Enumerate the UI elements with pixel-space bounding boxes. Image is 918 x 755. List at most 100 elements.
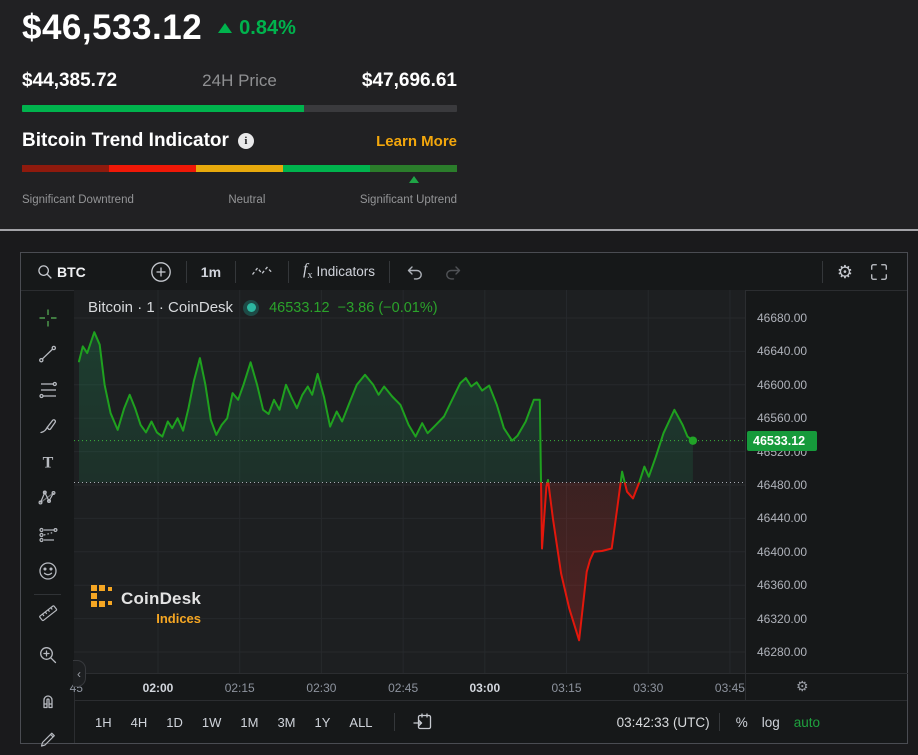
- current-price: $46,533.12: [22, 8, 203, 47]
- time-tick-label: 03:45: [714, 681, 745, 695]
- chart-top-toolbar: BTC 1m fx Indicators: [21, 253, 907, 291]
- chart-settings-button[interactable]: ⚙: [829, 257, 861, 287]
- time-tick-label: 02:30: [306, 681, 337, 695]
- trend-label-neutral: Neutral: [228, 194, 266, 206]
- fullscreen-button[interactable]: [861, 257, 897, 287]
- time-tick-label: 02:00: [142, 681, 174, 695]
- tool-text-icon[interactable]: T: [31, 445, 65, 479]
- last-price-tag: 46533.12: [747, 430, 817, 451]
- price-tick-label: 46400.00: [757, 544, 808, 559]
- undo-button[interactable]: [396, 257, 434, 287]
- trend-marker-icon: [408, 176, 419, 183]
- timeframe-1y-button[interactable]: 1Y: [314, 714, 331, 730]
- price-chart[interactable]: [74, 290, 745, 673]
- learn-more-link[interactable]: Learn More: [376, 132, 457, 150]
- tool-ruler-icon[interactable]: [31, 596, 65, 630]
- search-icon: [35, 262, 55, 282]
- legend-values: 46533.12 −3.86 (−0.01%): [269, 299, 438, 316]
- price-tick-label: 46480.00: [757, 478, 808, 492]
- tool-crosshair-icon[interactable]: [31, 301, 65, 335]
- range-progress-fill: [22, 105, 305, 112]
- price-tick-label: 46320.00: [757, 611, 808, 626]
- tool-magnet-icon[interactable]: [31, 683, 65, 717]
- trend-segment: [196, 165, 283, 172]
- toolbar-divider: [185, 260, 187, 283]
- price-tick-label: 46440.00: [757, 511, 808, 526]
- range-progress-bar: [22, 105, 457, 112]
- tool-zoom-in-icon[interactable]: [31, 638, 65, 672]
- axis-corner: ⚙: [745, 673, 908, 701]
- toolbar-divider: [389, 260, 390, 283]
- chart-style-button[interactable]: [242, 257, 282, 287]
- range-row: $44,385.72 24H Price $47,696.61: [22, 70, 457, 92]
- tool-brush-icon[interactable]: [31, 409, 65, 443]
- compare-plus-icon: [150, 261, 172, 283]
- chart-plot-area[interactable]: Bitcoin · 1 · CoinDesk 46533.12 −3.86 (−…: [74, 290, 745, 673]
- trend-segment: [370, 165, 457, 172]
- price-tick-label: 46680.00: [757, 311, 808, 325]
- tool-pencil-icon[interactable]: [31, 721, 65, 755]
- trend-label-uptrend: Significant Uptrend: [359, 194, 457, 206]
- clock-utc[interactable]: 03:42:33 (UTC): [616, 714, 710, 730]
- info-icon[interactable]: i: [237, 133, 254, 149]
- timeframe-all-button[interactable]: ALL: [349, 714, 373, 730]
- trend-gradient-bar: [22, 165, 457, 172]
- undo-icon: [404, 261, 426, 283]
- time-axis[interactable]: 45 02:00 02:15 02:30 02:45 03:00 03:15 03:30 03:…: [70, 673, 745, 701]
- price-tick-label: 46280.00: [757, 645, 808, 659]
- timeframe-4h-button[interactable]: 4H: [130, 714, 148, 730]
- timeframe-1w-button[interactable]: 1W: [201, 714, 222, 730]
- price-header: $46,533.12 0.84% $44,385.72 24H Price $4…: [0, 0, 918, 231]
- auto-scale-button[interactable]: auto: [793, 714, 820, 730]
- price-tick-label: 46360.00: [757, 578, 808, 593]
- tool-forecast-icon[interactable]: [31, 518, 65, 552]
- percent-scale-button[interactable]: %: [735, 714, 748, 730]
- watermark-sub: Indices: [156, 611, 202, 626]
- range-low: $44,385.72: [22, 70, 118, 91]
- redo-icon: [442, 261, 464, 283]
- log-scale-button[interactable]: log: [761, 714, 780, 730]
- series-status-dot: [243, 299, 260, 316]
- chart-style-icon: [250, 261, 274, 283]
- price-axis[interactable]: 46680.00 46640.00 46600.00 46560.00 46520.00…: [745, 290, 908, 673]
- time-tick-label: 03:30: [633, 681, 664, 695]
- time-tick-label: 02:45: [388, 681, 419, 695]
- range-high: $47,696.61: [361, 70, 457, 91]
- symbol-search-button[interactable]: BTC: [27, 257, 94, 287]
- timeframe-1d-button[interactable]: 1D: [166, 714, 183, 730]
- coindesk-logo-icon: [90, 584, 114, 613]
- interval-label: 1m: [200, 263, 222, 280]
- calendar-icon: [412, 711, 434, 733]
- price-tick-label: 46600.00: [757, 377, 808, 392]
- chart-bottom-toolbar: 1H 4H 1D 1W 1M 3M 1Y ALL 03:42:33 (UTC) % log a…: [74, 700, 907, 743]
- fx-icon: fx: [303, 261, 313, 282]
- range-label: 24H Price: [202, 71, 277, 90]
- interval-button[interactable]: 1m: [193, 257, 229, 287]
- axis-settings-gear-icon[interactable]: ⚙: [796, 678, 809, 694]
- tool-emoji-icon[interactable]: [31, 554, 65, 588]
- time-tick-label: 03:15: [551, 681, 582, 695]
- indicators-button[interactable]: fx Indicators: [295, 257, 383, 287]
- redo-button[interactable]: [434, 257, 472, 287]
- chart-legend: Bitcoin · 1 · CoinDesk 46533.12 −3.86 (−…: [88, 299, 438, 316]
- price-change: 0.84%: [218, 17, 296, 40]
- up-arrow-icon: [218, 23, 233, 33]
- symbol-label: BTC: [57, 263, 86, 280]
- toolbar-divider: [235, 260, 237, 283]
- svg-text:T: T: [42, 455, 53, 472]
- timeframe-1m-button[interactable]: 1M: [240, 714, 259, 730]
- tool-xabcd-pattern-icon[interactable]: [31, 481, 65, 515]
- go-to-date-button[interactable]: [404, 707, 442, 737]
- drawing-toolbar: T: [21, 290, 75, 747]
- tool-fib-retracement-icon[interactable]: [31, 373, 65, 407]
- tool-trend-line-icon[interactable]: [31, 337, 65, 371]
- time-tick-label: 02:15: [224, 681, 255, 695]
- timeframe-3m-button[interactable]: 3M: [277, 714, 296, 730]
- collapse-toolbar-tab[interactable]: ‹: [73, 660, 86, 687]
- price-tick-label: 46640.00: [757, 344, 808, 359]
- timeframe-1h-button[interactable]: 1H: [95, 714, 112, 730]
- legend-title: Bitcoin · 1 · CoinDesk: [88, 299, 234, 316]
- compare-add-button[interactable]: [142, 257, 180, 287]
- trend-title: Bitcoin Trend Indicator: [22, 130, 229, 151]
